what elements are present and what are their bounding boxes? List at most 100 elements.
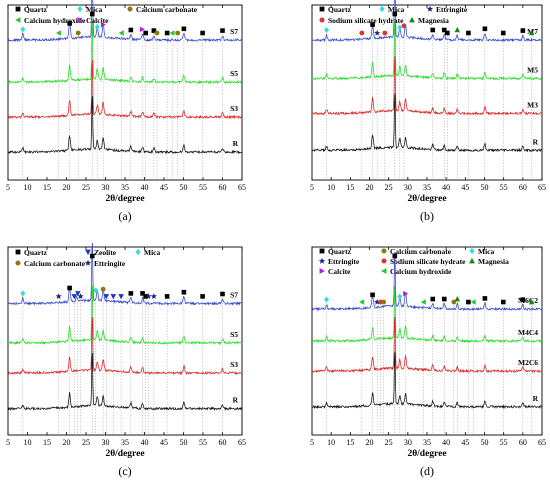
x-tick-label: 5 (6, 183, 10, 192)
x-tick-label: 25 (82, 183, 90, 192)
legend-item: Sodium silicate hydrate (381, 257, 466, 266)
legend-item: Calcium hydroxide (381, 267, 452, 276)
phase-marker-circle (401, 23, 407, 29)
x-tick-label: 30 (404, 183, 412, 192)
legend-item: Mica (77, 5, 102, 14)
legend-label: Calcium hydroxide (24, 16, 86, 25)
legend-marker-square (15, 249, 21, 255)
legend-item: Quartz (319, 247, 352, 256)
x-tick-label: 30 (404, 438, 412, 447)
legend-marker-tri-left (381, 268, 387, 274)
x-tick-label: 15 (346, 183, 354, 192)
phase-marker-tri-right (100, 21, 106, 28)
x-tick-label: 40 (442, 438, 450, 447)
series-label-m5: M5 (527, 66, 538, 75)
panel-d: 5 10 15 20 25 30 35 40 45 50 55 60 65 2θ/degree (d) Qua… (310, 246, 546, 478)
legend-item: Calcium carbonate (381, 247, 452, 256)
x-tick-label: 45 (160, 438, 168, 447)
series-line-m2c6 (311, 316, 543, 374)
phase-marker-tri-up (454, 27, 461, 33)
series-label-r: R (233, 396, 239, 405)
series-line-m7 (311, 0, 543, 43)
phase-marker-square (143, 30, 148, 36)
x-tick-label: 40 (442, 183, 450, 192)
phase-marker-square (441, 296, 447, 302)
series-line-r (311, 352, 543, 410)
legend-label: Quartz (328, 5, 352, 14)
phase-marker-circle (75, 30, 81, 36)
phase-marker-tri-up (528, 30, 535, 36)
x-tick-label: 35 (121, 438, 129, 447)
x-tick-label: 35 (121, 183, 129, 192)
series-label-s7: S7 (230, 27, 238, 36)
series-label-m7: M7 (527, 27, 538, 36)
phase-marker-star (77, 293, 84, 300)
series-line-m6c2 (311, 252, 543, 312)
x-tick-label: 5 (310, 183, 314, 192)
panel-label: (b) (420, 209, 434, 223)
legend-label: Calcium hydroxide (390, 267, 452, 276)
legend-marker-square (15, 6, 21, 12)
legend-item: Mica (469, 247, 494, 256)
legend-item: Calcium hydroxide (15, 16, 86, 25)
phase-marker-star (145, 293, 152, 300)
legend-label: Ettringite (94, 259, 126, 268)
legend-marker-circle (381, 248, 387, 254)
phase-marker-square (140, 291, 145, 296)
phase-marker-star (55, 293, 62, 300)
x-tick-label: 45 (461, 183, 469, 192)
plot-frame (311, 4, 543, 181)
legend-item: Ettringite (318, 257, 360, 266)
series-line-s3 (7, 317, 243, 376)
x-tick-label: 45 (461, 438, 469, 447)
x-tick-label: 25 (385, 183, 393, 192)
panel-a: 5 10 15 20 25 30 35 40 45 50 55 60 65 2θ/degree (a) Qua… (6, 0, 246, 223)
series-label-s7: S7 (230, 290, 238, 299)
legend-label: Ettringite (436, 5, 468, 14)
x-tick-label: 30 (102, 438, 110, 447)
phase-marker-square (164, 294, 170, 299)
series-label-m6c2: M6C2 (518, 296, 538, 305)
phase-marker-square (466, 30, 471, 36)
phase-marker-circle (382, 30, 388, 36)
legend-marker-tri-up (469, 257, 475, 264)
phase-marker-tri-left (359, 299, 365, 305)
x-tick-label: 5 (6, 438, 10, 447)
phase-marker-square (445, 30, 450, 36)
series-line-m3 (311, 56, 543, 116)
legend-item: Mica (379, 5, 404, 14)
legend-label: Sodium silicate hydrate (390, 257, 466, 266)
series-line-m4c4 (311, 286, 543, 344)
x-axis-label: 2θ/degree (407, 194, 446, 204)
phase-marker-diamond (20, 26, 26, 33)
phase-marker-square (392, 11, 398, 17)
legend-marker-circle (127, 6, 133, 12)
panel-label: (d) (420, 464, 434, 478)
series-line-r (7, 353, 243, 412)
x-tick-label: 15 (346, 438, 354, 447)
phase-marker-square (200, 294, 205, 299)
legend-marker-star (426, 5, 434, 12)
legend-label: Quartz (24, 5, 48, 14)
phase-marker-square (466, 299, 471, 305)
x-tick-label: 60 (219, 438, 227, 447)
legend-marker-diamond (135, 248, 141, 256)
legend-marker-tri-left (15, 17, 21, 23)
x-tick-label: 50 (180, 183, 188, 192)
x-tick-label: 45 (160, 183, 168, 192)
x-axis-label: 2θ/degree (407, 449, 446, 459)
phase-marker-tri-down (75, 291, 81, 297)
legend-item: Mica (135, 248, 160, 257)
legend-label: Calcite (328, 267, 351, 276)
phase-marker-square (370, 292, 375, 298)
legend-item: Calcium carbonate (15, 259, 86, 268)
series-line-s5 (7, 285, 243, 346)
phase-marker-square (370, 22, 375, 27)
legend-marker-tri-right (319, 268, 325, 274)
phase-marker-circle (154, 30, 160, 36)
phase-marker-tri-left (420, 299, 426, 305)
legend-marker-square (319, 248, 325, 254)
series-line-s7 (7, 0, 243, 43)
x-tick-label: 20 (63, 183, 71, 192)
series-line-m5 (311, 21, 543, 81)
